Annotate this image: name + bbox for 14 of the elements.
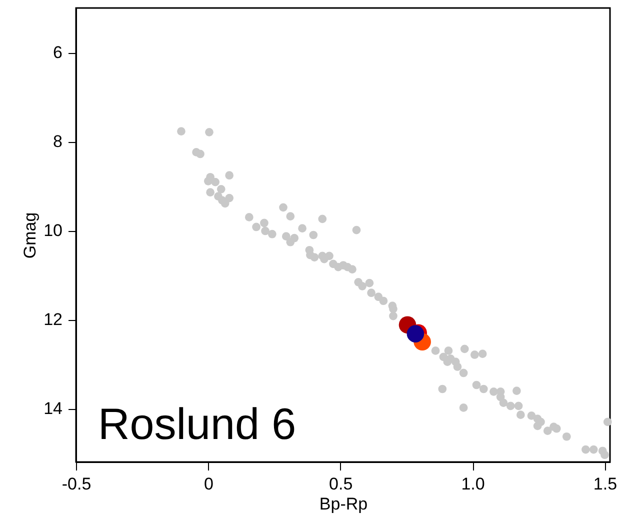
x-tick-label: 0.5 — [329, 474, 353, 494]
x-tick-label: -0.5 — [62, 474, 92, 494]
y-tick-label: 6 — [53, 43, 62, 62]
x-axis-title: Bp-Rp — [319, 494, 368, 514]
point — [406, 325, 424, 342]
y-tick-label: 12 — [44, 310, 62, 330]
x-tick-label: 1.5 — [593, 474, 618, 494]
x-tick-label: 0 — [204, 474, 214, 494]
y-tick-label: 14 — [44, 399, 62, 418]
y-axis-title: Gmag — [20, 212, 40, 259]
x-tick-label: 1.0 — [461, 474, 485, 494]
annotation: Roslund 6 — [98, 400, 296, 449]
y-tick-label: 10 — [44, 221, 62, 240]
y-tick-label: 8 — [53, 132, 62, 152]
